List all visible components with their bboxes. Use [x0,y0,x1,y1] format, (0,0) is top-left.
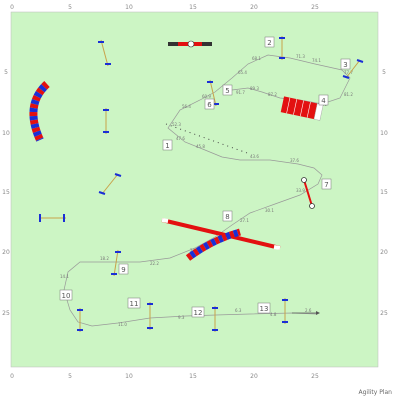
jump-icon [279,36,285,60]
credit-text: Agility Plan [358,389,393,396]
obstacle-number: 2 [267,39,271,47]
x-tick: 15 [189,4,197,11]
y-axis-right: 5 10 15 20 25 [380,69,388,317]
x-tick: 20 [250,4,258,11]
distance-label: 4.8 [270,312,277,317]
distance-label: 9.3 [178,315,185,320]
obstacle-number: 8 [225,213,229,221]
y-tick: 25 [380,310,388,317]
wall-icon [161,218,281,250]
x-tick: 10 [125,373,133,380]
jump-icon [98,173,122,195]
y-tick: 15 [380,189,388,196]
x-tick: 10 [125,4,133,11]
tire-icon [301,177,315,209]
obstacle-number: 10 [62,292,71,300]
x-tick: 25 [311,373,319,380]
obstacle-number: 6 [207,101,212,109]
distance-label: 43.6 [250,154,259,159]
distance-label: 56.4 [182,104,191,109]
obstacle-number: 13 [260,305,269,313]
tunnel-icon [29,81,50,142]
obstacle-number: 12 [194,309,203,317]
obstacle-numbers: 1 2 3 4 5 6 7 8 9 10 11 12 13 [59,36,351,318]
jump-icon [282,298,288,324]
distance-label: 91.7 [236,90,245,95]
distance-label: 52.3 [172,122,181,127]
y-tick: 5 [4,69,8,76]
seesaw-icon [168,40,212,48]
x-tick: 25 [311,4,319,11]
x-tick: 15 [189,373,197,380]
x-axis-bottom: 0 5 10 15 20 25 [10,373,319,380]
x-axis-top: 0 5 10 15 20 25 [10,4,319,11]
obstacle-number: 4 [321,97,326,105]
tunnel-icon [280,96,324,121]
distance-label: 37.6 [290,158,299,163]
jump-icon [103,108,109,134]
obstacle-number: 7 [324,181,328,189]
distance-label: 6.3 [235,308,242,313]
distance-label: 74.1 [312,58,321,63]
obstacle-number: 11 [130,300,139,308]
x-tick: 0 [10,373,14,380]
y-tick: 10 [2,130,10,137]
distance-label: 18.2 [100,256,109,261]
obstacle-number: 5 [225,87,229,95]
x-tick: 20 [250,373,258,380]
distance-label: 30.1 [265,208,274,213]
distance-label: 47.6 [176,136,185,141]
distance-label: 60.9 [202,94,211,99]
jump-icon [342,59,364,79]
distance-label: 65.4 [238,70,247,75]
distance-label: 89.3 [250,86,259,91]
distance-label: 14.1 [60,274,69,279]
distance-label: 45.8 [196,144,205,149]
distance-label: 77.7 [344,70,353,75]
jump-icon [77,308,83,332]
distance-label: 11.0 [118,322,127,327]
y-tick: 20 [2,249,10,256]
y-tick: 25 [2,310,10,317]
obstacle-number: 9 [121,266,125,274]
dog-path [63,54,351,327]
distance-label: 2.6 [305,308,312,313]
jump-icon [147,302,153,330]
x-tick: 0 [10,4,14,11]
y-tick: 15 [2,189,10,196]
distance-label: 81.2 [344,92,353,97]
tunnel-icon [185,228,241,261]
y-tick: 10 [380,130,388,137]
jump-icon [39,214,66,222]
y-tick: 5 [382,69,386,76]
distance-label: 22.2 [150,261,159,266]
distance-label: 33.9 [296,188,305,193]
x-tick: 5 [68,4,72,11]
x-tick: 5 [68,373,72,380]
jump-icon [212,306,218,332]
distance-label: 87.2 [268,92,277,97]
y-tick: 20 [380,249,388,256]
y-axis-left: 5 10 15 20 25 [2,69,10,317]
obstacle-number: 1 [165,142,169,150]
obstacle-number: 3 [343,61,347,69]
distance-label: 71.3 [296,54,305,59]
finish-arrow-icon [292,311,320,315]
distance-label: 27.1 [240,218,249,223]
jump-icon [111,249,121,277]
jump-icon [98,39,111,67]
distance-label: 68.1 [252,56,261,61]
